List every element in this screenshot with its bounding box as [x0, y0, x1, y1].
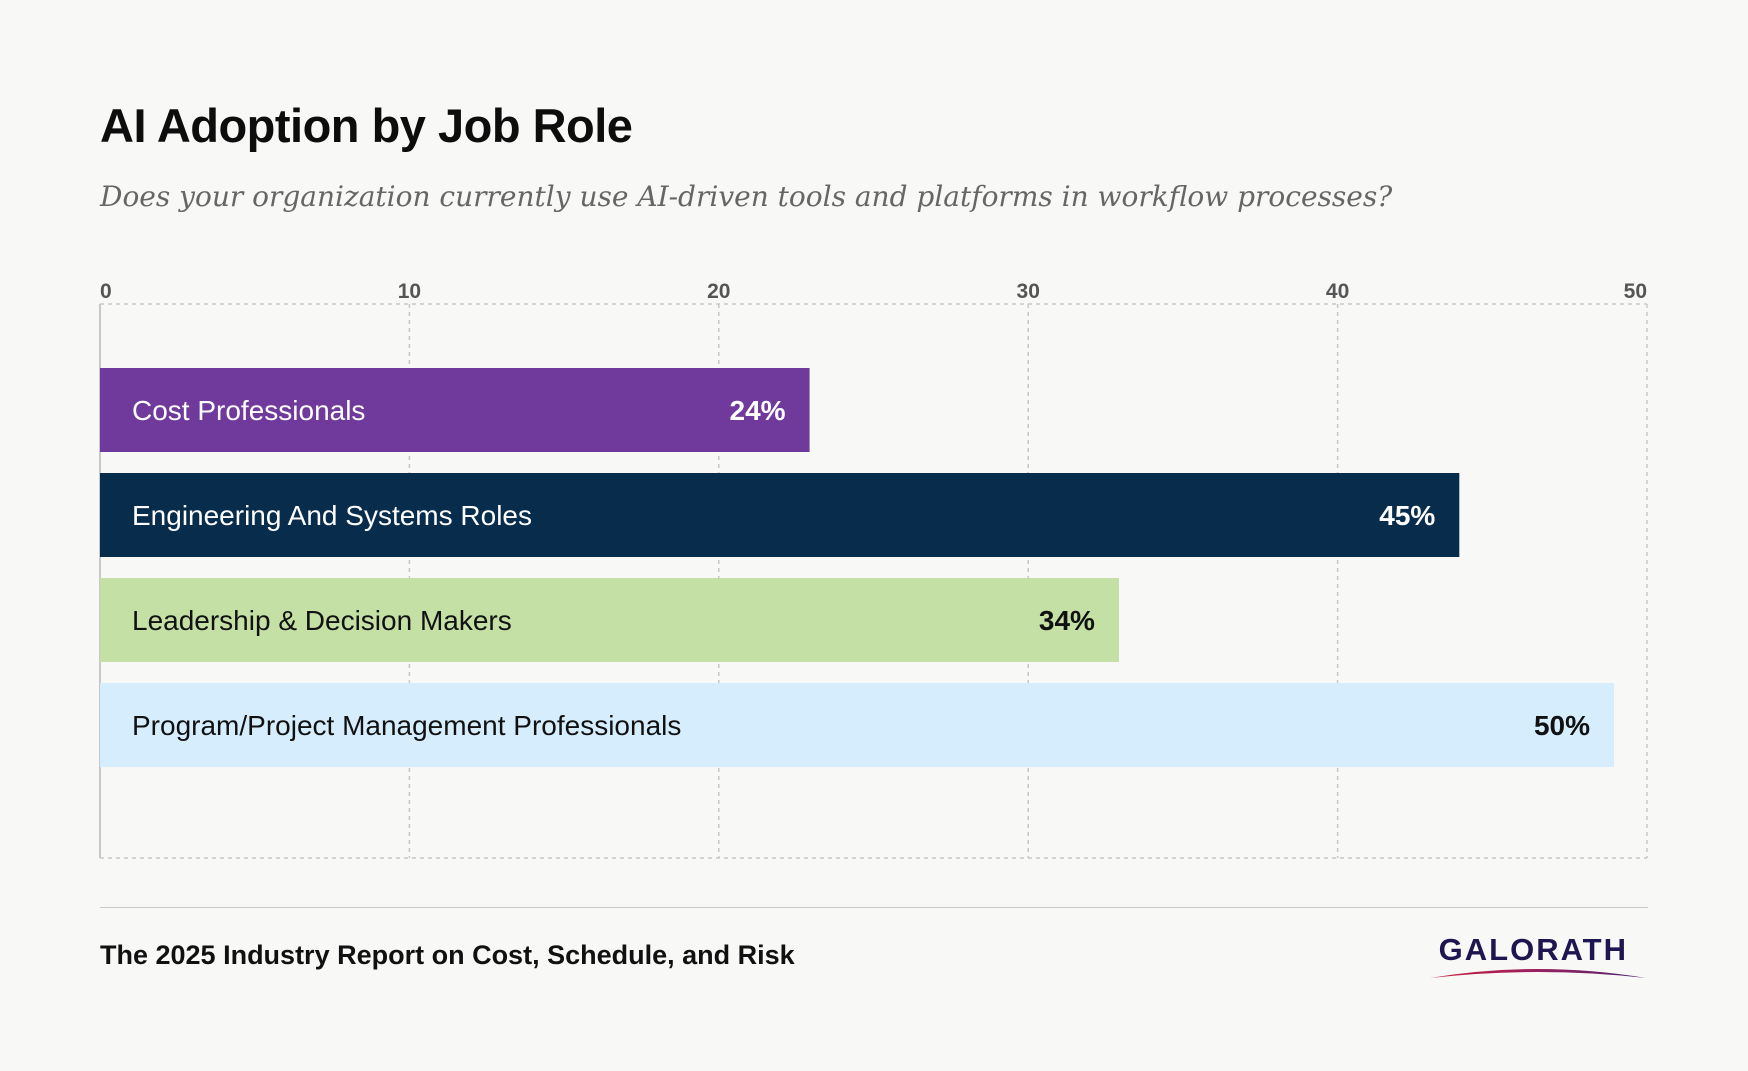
footer-divider — [100, 907, 1648, 908]
chart-subtitle: Does your organization currently use AI-… — [100, 180, 1393, 213]
x-tick-label: 0 — [100, 280, 112, 303]
x-tick-label: 20 — [707, 280, 730, 303]
x-tick-label: 40 — [1326, 280, 1349, 303]
report-title: The 2025 Industry Report on Cost, Schedu… — [100, 940, 795, 970]
x-tick-label: 50 — [1624, 280, 1647, 303]
bar — [100, 683, 1614, 767]
bar-category-label: Engineering And Systems Roles — [132, 500, 532, 531]
logo-wordmark: GALORATH — [1438, 932, 1628, 967]
bar-chart: 0 10 20 30 40 50 Cost Professionals 24% Engineer… — [99, 280, 1648, 859]
bar-category-label: Cost Professionals — [132, 395, 365, 426]
logo-swoosh-icon — [1430, 969, 1646, 978]
x-tick-label: 10 — [398, 280, 421, 303]
bar — [100, 578, 1119, 662]
bar — [100, 473, 1460, 557]
bar — [100, 368, 810, 452]
chart-title: AI Adoption by Job Role — [100, 99, 633, 152]
bar-value-label: 45% — [1379, 500, 1435, 531]
bar-category-label: Leadership & Decision Makers — [132, 605, 512, 636]
x-tick-label: 30 — [1017, 280, 1040, 303]
bar-value-label: 24% — [730, 395, 786, 426]
bar-value-label: 34% — [1039, 605, 1095, 636]
bar-category-label: Program/Project Management Professionals — [132, 710, 681, 741]
galorath-logo: GALORATH — [1428, 932, 1648, 982]
bar-value-label: 50% — [1534, 710, 1590, 741]
